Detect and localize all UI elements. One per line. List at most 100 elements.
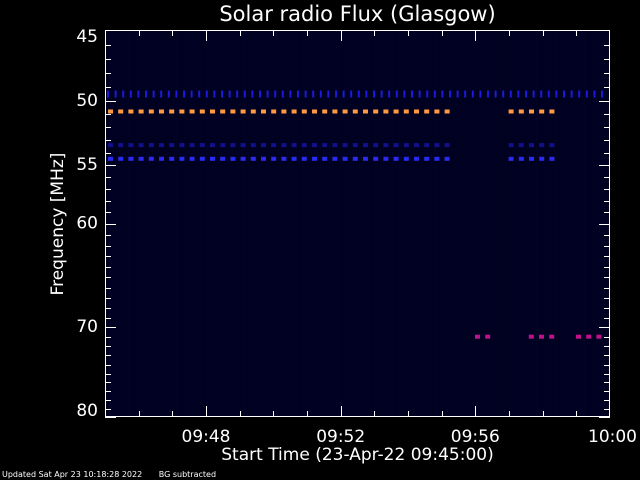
signal-dash [179,109,185,114]
signal-dash [128,143,134,148]
noise-streak [401,31,403,416]
signal-tick [198,90,201,98]
footer: Updated Sat Apr 23 10:18:28 2022 BG subt… [2,470,216,479]
noise-streak [242,31,244,416]
signal-dash [179,156,185,161]
signal-dash [352,156,358,161]
signal-dash [312,156,317,161]
signal-dash [169,109,175,114]
signal-tick [563,90,565,98]
y-axis-title: Frequency [MHz] [48,152,68,296]
noise-streak [203,31,205,416]
noise-streak [329,31,331,416]
noise-streak [533,31,535,416]
signal-dash [529,143,534,148]
noise-streak [398,31,400,416]
signal-dash [210,156,215,161]
noise-streak [332,31,334,416]
signal-dash [169,143,175,148]
signal-dash [291,143,297,148]
signal-dash [424,143,430,148]
noise-streak [539,31,541,416]
noise-streak [110,31,112,416]
signal-tick [281,90,284,98]
noise-streak [113,31,115,416]
y-tick-label: 80 [76,401,98,421]
noise-streak [359,31,361,416]
noise-streak [236,31,238,416]
noise-streak [278,31,280,416]
noise-streak [188,31,190,416]
noise-streak [158,31,160,416]
noise-streak [251,31,253,416]
noise-streak [473,31,475,416]
signal-dash [373,143,379,148]
noise-streak [383,31,385,416]
noise-streak [476,31,478,416]
signal-dash [518,143,524,148]
signal-tick [547,90,550,98]
signal-dash [261,156,266,161]
noise-streak [116,31,118,416]
signal-dash [199,143,205,148]
signal-dash [210,109,215,114]
noise-streak [572,31,574,416]
noise-streak [284,31,286,416]
signal-dash [220,156,226,161]
noise-streak [152,31,154,416]
signal-dash [434,143,440,148]
signal-dash [210,143,215,148]
signal-dash [393,156,399,161]
noise-streak [347,31,349,416]
noise-streak [131,31,133,416]
signal-tick [228,90,231,98]
signal-dash [322,143,328,148]
y-tick-label: 50 [76,91,98,111]
signal-dash [138,143,144,148]
noise-streak [344,31,346,416]
signal-dash [118,143,124,148]
updated-timestamp: Updated Sat Apr 23 10:18:28 2022 [2,470,143,479]
noise-streak [272,31,274,416]
noise-streak [215,31,217,416]
noise-streak [230,31,232,416]
signal-dash [301,143,307,148]
noise-streak [605,31,607,416]
signal-dash [148,143,154,148]
signal-tick [327,90,330,98]
signal-tick [274,90,277,98]
noise-streak [530,31,532,416]
signal-dash [230,156,236,161]
signal-tick [411,90,413,98]
signal-tick [540,90,543,98]
signal-dash [199,156,205,161]
noise-streak [323,31,325,416]
noise-streak [503,31,505,416]
signal-dash [118,156,124,161]
noise-streak [311,31,313,416]
noise-streak [266,31,268,416]
noise-streak [140,31,142,416]
noise-streak [371,31,373,416]
noise-streak [260,31,262,416]
signal-dash [179,143,185,148]
signal-dash [352,143,358,148]
signal-tick [335,90,337,98]
noise-streak [467,31,469,416]
noise-streak [434,31,436,416]
signal-tick [365,90,368,98]
x-tick-label: 10:00 [588,427,637,447]
noise-streak [455,31,457,416]
noise-streak [419,31,421,416]
noise-streak [575,31,577,416]
noise-streak [389,31,391,416]
signal-dash [332,143,338,148]
signal-dash [414,156,419,161]
signal-tick [205,90,208,98]
signal-tick [190,90,193,98]
signal-dash [271,109,277,114]
noise-streak [458,31,460,416]
noise-streak [233,31,235,416]
noise-streak [566,31,568,416]
noise-streak [488,31,490,416]
